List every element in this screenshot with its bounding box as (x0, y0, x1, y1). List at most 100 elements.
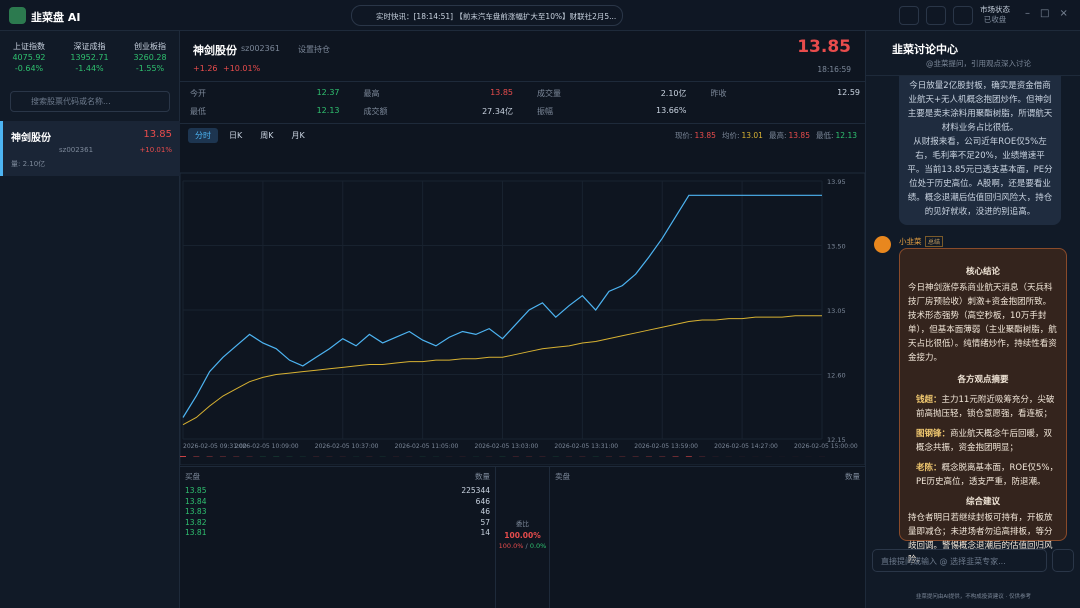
stat: 昨收 12.59 (711, 88, 861, 99)
bid-price: 13.81 (185, 528, 207, 537)
bid-price: 13.84 (185, 496, 207, 506)
bid-book: 买盘 数量 13.85 225344 13.84 646 13.83 46 13.82 57 13… (180, 466, 495, 608)
stat-value: 12.59 (837, 88, 860, 97)
ratio-buy: 100.0% (498, 542, 524, 550)
logo (9, 7, 26, 24)
theme-button[interactable] (926, 6, 946, 25)
time: 18:16:59 (817, 65, 851, 74)
ratio-sep: / (525, 542, 528, 550)
bid-row: 13.81 14 (185, 528, 490, 539)
watchlist-item[interactable]: 神剑股份 13.85 sz002361 +10.01% 量: 2.10亿 (0, 121, 180, 176)
bid-row: 13.85 225344 (185, 486, 490, 497)
bid-qty: 646 (475, 496, 490, 506)
message-text: 从财报来看，公司近年ROE仅5%左右，毛利率不足20%，业绩增速平平。当前13.… (907, 137, 1053, 217)
stat-label: 今开 (190, 89, 206, 98)
message-text: 今日放量2亿股封板，确实是资金借商业航天+无人机概念抱团炒作。但神剑主要是卖末涂… (907, 81, 1053, 133)
heading: 核心结论 (965, 267, 1000, 277)
app-name: 韭菜盘 AI (31, 11, 81, 24)
stat-label: 最高 (363, 89, 380, 98)
index-value: 13952.71 (70, 53, 109, 62)
index-value: 4075.92 (12, 53, 46, 62)
x-tick-label: 2026-02-05 13:31:00 (554, 443, 618, 450)
intraday-chart: 12.15 12.60 13.05 13.50 13.95 2026-02-05 09:3… (180, 172, 865, 465)
y-tick-label: 13.05 (827, 307, 846, 315)
chart-button[interactable] (899, 6, 919, 25)
news-ticker[interactable]: 实时快讯：[18:14:51] 【前末汽车盘前涨幅扩大至10%】财联社2月5..… (351, 5, 623, 26)
stat-label: 成交量 (537, 89, 561, 98)
tab[interactable]: 日K (229, 131, 243, 140)
stat: 最高 13.85 (364, 88, 514, 99)
quote-value: 13.85 (694, 131, 716, 140)
search-box[interactable]: 搜索股票代码或名称... (10, 91, 170, 112)
chat-panel: 韭菜讨论中心 @韭菜提问，引用观点深入讨论 高。短期概念驱动，业绩难支撑。今日放… (865, 31, 1080, 608)
window-controls[interactable]: –□× (1025, 8, 1078, 19)
ask-title: 卖盘 (555, 472, 570, 481)
x-tick-label: 2026-02-05 10:09:00 (235, 443, 299, 450)
index-value: 3260.28 (133, 53, 167, 62)
quote: 均价: 13.01 (722, 130, 763, 141)
position-button[interactable]: 设置持仓 (298, 45, 330, 54)
stock-price: 13.85 (143, 129, 172, 140)
bid-price: 13.85 (185, 486, 207, 495)
x-tick-label: 2026-02-05 13:59:00 (634, 443, 698, 450)
ratio-label: 委比 (516, 520, 529, 528)
quote: 最高: 13.85 (769, 130, 810, 141)
volume-bar (180, 456, 186, 457)
ask-book: 卖盘 数量 (550, 466, 865, 608)
index-change: -0.64% (14, 64, 44, 73)
stat-value: 27.34亿 (482, 107, 513, 116)
index-name: 创业板指 (134, 42, 166, 51)
tag: 总结 (925, 236, 944, 247)
x-tick-label: 2026-02-05 14:27:00 (714, 443, 778, 450)
stat-value: 2.10亿 (660, 89, 687, 98)
bid-qty: 46 (480, 507, 490, 516)
stat: 今开 12.37 (190, 88, 340, 99)
ratio-value: 100.00% (504, 531, 541, 540)
index-change: -1.55% (135, 64, 165, 73)
plot-frame (180, 172, 865, 465)
tab[interactable]: 月K (291, 131, 305, 140)
bid-qty: 57 (480, 517, 490, 527)
left-panel: 上证指数 4075.92 -0.64% 深证成指 13952.71 -1.44% 创业板指 3… (0, 31, 180, 608)
stat: 最低 12.13 (190, 106, 340, 117)
heading: 各方观点摘要 (957, 375, 1009, 385)
index: 上证指数 4075.92 -0.64% (12, 41, 45, 74)
price: 13.85 (797, 37, 851, 57)
chat-input[interactable]: 直接提问或输入 @ 选择韭菜专家... (872, 549, 1047, 572)
bid-qty: 14 (480, 528, 490, 537)
y-tick-label: 13.50 (827, 243, 846, 251)
bullet: 图钢锋：商业航天概念午后回暖，双概念共振，资金抱团明显； (908, 427, 1058, 455)
quote-value: 12.13 (835, 131, 857, 140)
bid-price: 13.83 (185, 507, 207, 516)
x-tick-label: 2026-02-05 13:03:00 (475, 443, 539, 450)
message-bubble: 核心结论 今日神剑涨停系商业航天消息（天兵科技厂房预验收）刺激+资金抱团所致。技术… (899, 248, 1067, 565)
y-tick-label: 13.95 (827, 178, 846, 186)
top-bar: 韭菜盘 AI 实时快讯：[18:14:51] 【前末汽车盘前涨幅扩大至10%】财… (0, 0, 1080, 31)
market-status-value: 已收盘 (983, 15, 1007, 24)
index: 创业板指 3260.28 -1.55% (133, 41, 166, 74)
qty-header: 数量 (475, 472, 490, 481)
bid-row: 13.83 46 (185, 507, 490, 518)
send-button[interactable] (1052, 549, 1074, 572)
ratio-sell: 0.0% (529, 542, 547, 550)
price-line (182, 194, 822, 418)
bullet-text: 商业航天概念午后回暖，双概念共振，资金抱团明显； (916, 429, 1053, 453)
bid-title: 买盘 (185, 472, 200, 481)
bid-row: 13.82 57 (185, 518, 490, 529)
y-tick-label: 12.15 (827, 436, 846, 444)
quote-label: 现价: (674, 131, 693, 140)
tab[interactable]: 分时 (188, 128, 218, 143)
message-text: 持仓者明日若继续封板可持有，开板放量即减仓；未进场者勿追高排板，等分歧回调。警惕… (908, 513, 1053, 565)
tab[interactable]: 周K (260, 131, 274, 140)
x-tick-label: 2026-02-05 11:05:00 (395, 443, 459, 450)
stat-label: 成交额 (363, 107, 388, 116)
quote-label: 最高: (768, 131, 787, 140)
bid-row: 13.84 646 (185, 497, 490, 508)
stats: 今开 12.37 最高 13.85 成交量 2.10亿 昨收 12.59 最低 12.13 成交额 2… (190, 88, 860, 117)
qty-header: 数量 (845, 472, 860, 481)
bullet-who: 老陈： (916, 463, 942, 473)
bullet-text: 主力11元附近吸筹充分，尖破前高抛压轻，锁仓意愿强，看连板； (916, 395, 1055, 419)
quote-value: 13.01 (741, 131, 763, 140)
settings-button[interactable] (953, 6, 973, 25)
index: 深证成指 13952.71 -1.44% (70, 41, 108, 74)
